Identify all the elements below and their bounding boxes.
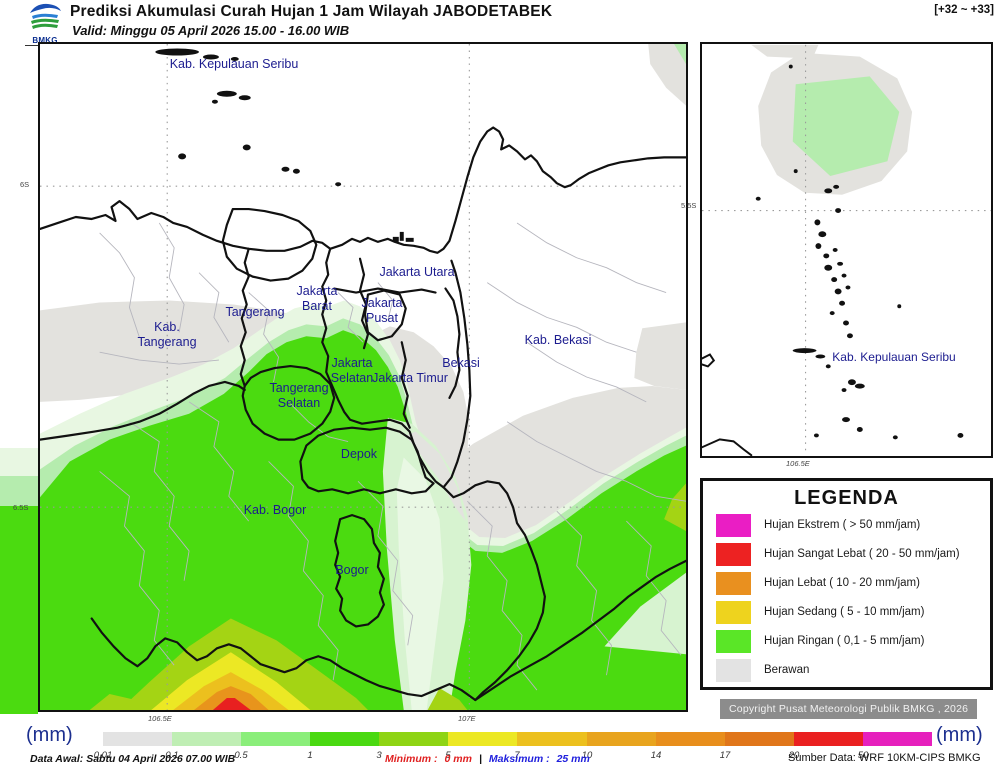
inset-label-kab-kepulauan-seribu: Kab. Kepulauan Seribu (832, 350, 956, 364)
colorbar-unit-left: (mm) (26, 724, 73, 746)
axis-lat-6-5s: 6.5S (13, 503, 29, 512)
inset-axis-lat: 5.5S (681, 201, 697, 210)
legend-item-sangat-lebat: Hujan Sangat Lebat ( 20 - 50 mm/jam) (716, 542, 960, 566)
page-title: Prediksi Akumulasi Curah Hujan 1 Jam Wil… (70, 3, 553, 20)
legend-label-berawan: Berawan (764, 664, 810, 676)
inset-map-canvas: ) (701, 44, 991, 457)
legend-item-ringan: Hujan Ringan ( 0,1 - 5 mm/jam) (716, 629, 924, 653)
legend-swatch-sedang (716, 600, 751, 624)
contour-bleed-pale (0, 448, 38, 476)
legend-title: LEGENDA (794, 487, 899, 509)
legend-label-sangat-lebat: Hujan Sangat Lebat ( 20 - 50 mm/jam) (764, 548, 960, 560)
legend-item-ekstrem: Hujan Ekstrem ( > 50 mm/jam) (716, 513, 920, 537)
colorbar-seg-1 (172, 732, 242, 746)
colorbar-tick-9: 17 (719, 750, 731, 761)
axis-lon-106-5e: 106.5E (148, 714, 172, 723)
colorbar-tick-4: 3 (376, 750, 382, 761)
map-label-kab-bogor: Kab. Bogor (243, 503, 307, 517)
colorbar-tick-3: 1 (307, 750, 313, 761)
valid-time: Valid: Minggu 05 April 2026 15.00 - 16.0… (72, 23, 350, 38)
inset-axis-lon: 106.5E (786, 459, 810, 468)
maksimum-label: Maksimum : (488, 753, 550, 765)
contour-bleed-mint (0, 476, 38, 506)
legend-item-sedang: Hujan Sedang ( 5 - 10 mm/jam) (716, 600, 924, 624)
map-label-bekasi: Bekasi (442, 356, 480, 370)
colorbar-seg-10 (793, 732, 863, 746)
map-label-kab-bekasi: Kab. Bekasi (524, 333, 592, 347)
minimum-label: Minimum : (385, 753, 438, 765)
colorbar-seg-11 (862, 732, 932, 746)
map-label-tangerang: Tangerang (225, 305, 285, 319)
colorbar-seg-6 (517, 732, 587, 746)
axis-lon-107e: 107E (458, 714, 476, 723)
colorbar-seg-5 (448, 732, 518, 746)
colorbar-tick-0: 0.01 (93, 750, 113, 761)
bmkg-logo-icon (30, 3, 61, 29)
legend-swatch-sangat-lebat (716, 542, 751, 566)
map-label-jakarta-utara: Jakarta Utara (379, 265, 455, 279)
colorbar-seg-4 (379, 732, 449, 746)
colorbar-tick-6: 7 (514, 750, 520, 761)
axis-lat-6s: 6S (20, 180, 30, 189)
colorbar-tick-1: 0.1 (165, 750, 179, 761)
main-map: Kab. Kepulauan Seribu Jakarta Utara Jaka… (38, 42, 688, 712)
map-label-jakarta-timur: Jakarta Timur (372, 371, 448, 385)
legend-swatch-berawan (716, 658, 751, 682)
map-label-tangerang-selatan: Tangerang Selatan (269, 381, 329, 411)
colorbar-tick-5: 5 (445, 750, 451, 761)
map-label-jakarta-selatan: Jakarta Selatan (330, 356, 374, 386)
map-label-jakarta-barat: Jakarta Barat (296, 284, 338, 314)
sumber-data-text: Sumber Data: WRF 10KM-CIPS BMKG (788, 752, 981, 764)
colorbar-tick-2: 0.5 (234, 750, 248, 761)
colorbar-seg-2 (241, 732, 311, 746)
legend-swatch-ringan (716, 629, 751, 653)
minimum-value: 0 mm (444, 753, 472, 765)
legend-label-ekstrem: Hujan Ekstrem ( > 50 mm/jam) (764, 519, 921, 531)
minmax-separator: | (478, 753, 482, 765)
colorbar-seg-7 (586, 732, 656, 746)
colorbar-tick-11: 50 (857, 750, 869, 761)
forecast-hour-range: [+32 ~ +33] (934, 4, 994, 16)
colorbar-seg-3 (310, 732, 380, 746)
legend-box: LEGENDA Hujan Ekstrem ( > 50 mm/jam) Huj… (700, 478, 993, 690)
copyright-badge: Copyright Pusat Meteorologi Publik BMKG … (720, 699, 978, 719)
legend-label-sedang: Hujan Sedang ( 5 - 10 mm/jam) (764, 606, 925, 618)
map-label-kab-kepulauan-seribu: Kab. Kepulauan Seribu (169, 57, 299, 71)
colorbar-seg-8 (655, 732, 725, 746)
colorbar-tick-8: 14 (650, 750, 662, 761)
data-awal-text: Data Awal: Sabtu 04 April 2026 07.00 WIB (30, 753, 236, 765)
main-map-canvas (40, 44, 686, 710)
map-label-bogor: Bogor (335, 563, 369, 577)
colorbar-tick-10: 20 (788, 750, 800, 761)
colorbar-unit-right: (mm) (936, 724, 983, 746)
colorbar-seg-0 (103, 732, 173, 746)
legend-item-lebat: Hujan Lebat ( 10 - 20 mm/jam) (716, 571, 920, 595)
legend-swatch-lebat (716, 571, 751, 595)
colorbar (103, 732, 932, 746)
inset-map: ) Kab. Kepulauan Seribu (700, 42, 993, 458)
legend-swatch-ekstrem (716, 513, 751, 537)
maksimum-value: 25 mm (556, 753, 590, 765)
map-label-depok: Depok (340, 447, 378, 461)
legend-label-ringan: Hujan Ringan ( 0,1 - 5 mm/jam) (764, 635, 925, 647)
legend-item-berawan: Berawan (716, 658, 809, 682)
colorbar-seg-9 (724, 732, 794, 746)
map-label-kab-tangerang: Kab. Tangerang (137, 320, 197, 350)
map-label-jakarta-pusat: Jakarta Pusat (361, 296, 403, 326)
contour-bleed-green (0, 506, 38, 714)
colorbar-tick-7: 10 (581, 750, 593, 761)
legend-label-lebat: Hujan Lebat ( 10 - 20 mm/jam) (764, 577, 920, 589)
min-max-row: Minimum : 0 mm | Maksimum : 25 mm (385, 753, 590, 765)
bmkg-logo: BMKG (25, 1, 65, 46)
